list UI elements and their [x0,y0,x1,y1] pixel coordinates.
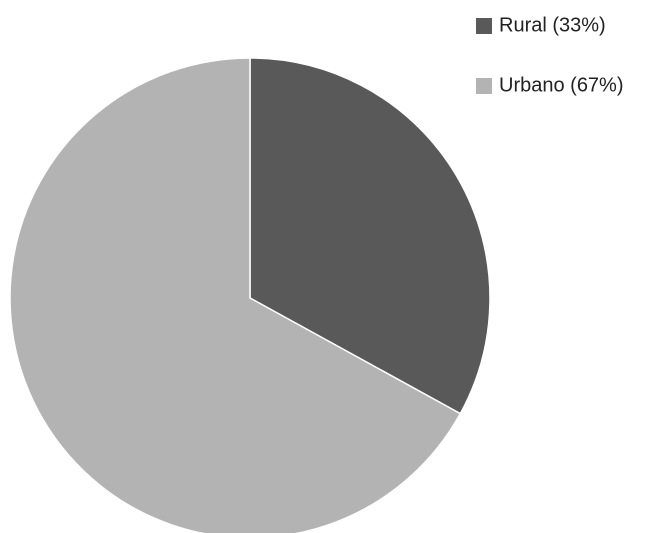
legend-swatch [476,18,492,34]
pie-slice [9,57,462,533]
pie-slice [249,57,491,415]
legend-swatch [476,78,492,94]
legend-label: Rural (33%) [499,14,606,36]
legend-label: Urbano (67%) [499,74,624,96]
